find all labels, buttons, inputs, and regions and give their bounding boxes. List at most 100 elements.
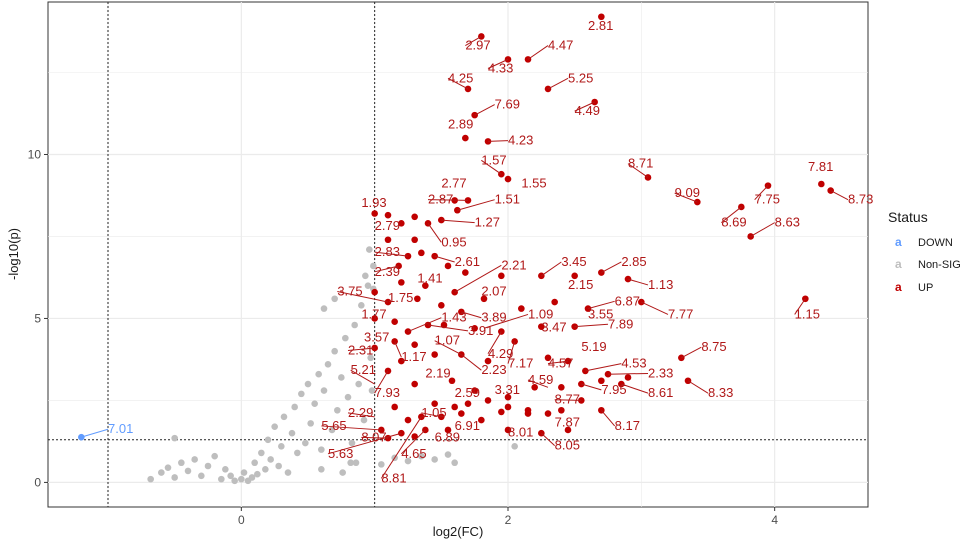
point-nonsig xyxy=(418,452,425,460)
point-nonsig xyxy=(315,370,322,378)
point-label: 2.29 xyxy=(348,405,373,420)
point-up xyxy=(484,357,492,365)
label-leader-line xyxy=(601,261,622,273)
point-label: 8.01 xyxy=(508,424,533,439)
label-leader-line xyxy=(374,370,389,394)
data-points xyxy=(78,13,834,485)
point-label: 2.77 xyxy=(441,175,466,190)
point-nonsig xyxy=(280,413,288,421)
label-leader-line xyxy=(427,199,469,201)
point-label: 4.29 xyxy=(488,346,513,361)
point-label: 7.81 xyxy=(808,159,833,174)
legend-key-nonsig: a xyxy=(895,257,902,271)
point-nonsig xyxy=(344,393,352,401)
label-leader-line xyxy=(407,317,442,333)
point-label: 8.81 xyxy=(381,470,406,485)
point-down xyxy=(78,433,85,441)
point-up xyxy=(398,220,405,227)
point-nonsig xyxy=(352,459,360,467)
point-label: 7.75 xyxy=(755,192,780,207)
label-leader-line xyxy=(454,264,502,293)
label-leader-line xyxy=(434,340,462,355)
point-up xyxy=(411,341,418,348)
label-leader-line xyxy=(754,185,769,201)
point-up xyxy=(504,426,512,434)
point-label: 2.81 xyxy=(588,18,613,33)
point-label: 7.01 xyxy=(108,421,133,436)
point-nonsig xyxy=(347,459,354,467)
point-up xyxy=(398,429,405,437)
x-tick-label: 4 xyxy=(771,513,778,527)
label-leader-line xyxy=(347,412,375,418)
point-nonsig xyxy=(158,469,165,476)
point-nonsig xyxy=(378,461,385,468)
point-label: 4.25 xyxy=(448,70,473,85)
point-up xyxy=(444,262,452,270)
point-up xyxy=(411,236,418,244)
label-leader-line xyxy=(830,190,849,201)
point-up xyxy=(504,393,512,401)
point-nonsig xyxy=(198,472,205,480)
point-label: 7.17 xyxy=(508,356,533,371)
point-up xyxy=(484,397,492,404)
point-nonsig xyxy=(318,446,325,453)
x-tick-label: 2 xyxy=(505,513,512,527)
point-up xyxy=(422,282,429,289)
point-up xyxy=(480,295,488,303)
label-leader-line xyxy=(327,432,402,455)
point-label: 3.31 xyxy=(495,382,520,397)
point-label: 1.09 xyxy=(528,306,553,321)
label-leader-line xyxy=(750,222,775,237)
point-label: 4.49 xyxy=(575,103,600,118)
point-up xyxy=(478,33,485,40)
point-label: 4.23 xyxy=(508,133,533,148)
point-nonsig xyxy=(351,321,358,329)
label-leader-line xyxy=(347,347,375,352)
point-nonsig xyxy=(222,465,229,473)
point-label: 1.41 xyxy=(417,270,442,285)
legend-item-down: a DOWN xyxy=(895,235,953,249)
threshold-lines xyxy=(48,2,868,507)
point-up xyxy=(558,406,565,414)
point-label: 7.93 xyxy=(375,385,400,400)
point-label: 3.47 xyxy=(541,320,566,335)
label-leader-line xyxy=(421,412,442,418)
point-up xyxy=(404,416,412,424)
point-nonsig xyxy=(288,429,296,437)
label-leader-line xyxy=(465,35,482,46)
point-nonsig xyxy=(324,361,332,368)
point-label: 2.33 xyxy=(648,365,673,380)
point-label: 1.43 xyxy=(441,310,466,325)
legend-item-nonsig: a Non-SIG xyxy=(895,257,961,271)
point-up xyxy=(818,180,825,188)
point-label: 4.53 xyxy=(621,356,646,371)
point-nonsig xyxy=(367,354,374,362)
point-up xyxy=(378,426,385,434)
point-label: 0.95 xyxy=(441,234,466,249)
point-nonsig xyxy=(311,400,318,408)
point-up xyxy=(498,170,505,178)
point-nonsig xyxy=(251,459,258,467)
point-nonsig xyxy=(331,295,338,303)
point-label: 2.89 xyxy=(448,116,473,131)
point-nonsig xyxy=(240,469,248,476)
point-nonsig xyxy=(302,439,309,447)
point-nonsig xyxy=(271,423,278,430)
point-label: 5.25 xyxy=(568,70,593,85)
point-nonsig xyxy=(191,456,198,463)
point-nonsig xyxy=(431,456,438,463)
label-leader-line xyxy=(434,255,455,263)
point-up xyxy=(462,269,469,276)
point-nonsig xyxy=(264,436,272,444)
label-leader-line xyxy=(721,206,742,224)
point-label: 8.61 xyxy=(648,385,673,400)
x-axis-title: log2(FC) xyxy=(433,524,484,539)
point-label: 6.91 xyxy=(455,418,480,433)
label-leader-line xyxy=(81,428,109,438)
label-leader-line xyxy=(627,278,649,286)
point-up xyxy=(391,318,398,326)
point-label: 1.93 xyxy=(361,195,386,210)
point-up xyxy=(398,357,405,365)
point-up xyxy=(544,354,552,362)
